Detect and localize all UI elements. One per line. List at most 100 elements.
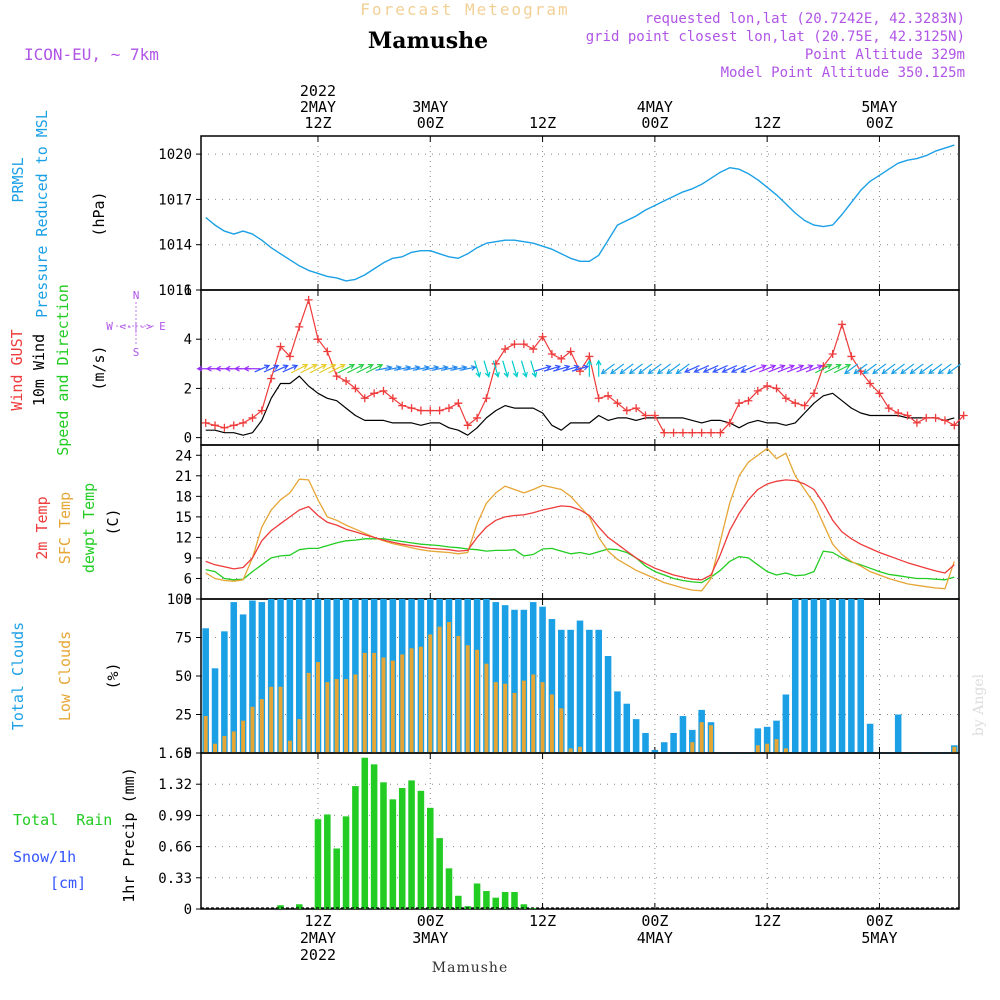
rain-bar: [445, 868, 453, 909]
wind-arrow: [730, 364, 747, 373]
total-cloud-bar: [773, 720, 780, 753]
clouds-titles: Total Clouds Low Clouds (%): [9, 622, 122, 730]
total-cloud-bar: [211, 668, 219, 753]
low-cloud-bar: [484, 663, 489, 753]
total-cloud-bar: [267, 599, 275, 753]
low-cloud-bar: [456, 635, 461, 753]
total-cloud-bar: [501, 605, 509, 753]
low-cloud-bar: [437, 626, 442, 753]
gust-marker: [491, 359, 500, 368]
gust-marker: [342, 377, 351, 386]
gust-marker: [379, 386, 388, 395]
model-point-altitude: Model Point Altitude 350.125m: [721, 65, 965, 81]
compass-west-east: W <-|-> E: [106, 320, 166, 333]
low-cloud-bar: [203, 716, 208, 753]
wind-arrow: [749, 364, 767, 373]
low-cloud-bar: [765, 743, 770, 753]
total-cloud-bar: [324, 599, 331, 753]
header: Forecast Meteogram Mamushe ICON-EU, ~ 7k…: [24, 0, 965, 81]
gust-marker: [257, 406, 266, 415]
y-tick-label: 1.32: [158, 777, 192, 793]
compass-cross: [116, 302, 156, 346]
total-cloud-bar: [623, 703, 631, 753]
gust-marker: [809, 389, 818, 398]
total-cloud-bar: [202, 628, 209, 753]
footer-location: Mamushe: [432, 960, 508, 976]
wind-arrow: [872, 363, 887, 375]
total-cloud-bar: [567, 629, 574, 753]
low-cloud-bar: [503, 683, 508, 753]
gust-marker: [501, 345, 510, 354]
low-cloud-bar: [540, 682, 545, 753]
wind-arrow: [758, 364, 777, 373]
low-cloud-bar: [222, 736, 227, 753]
low-cloud-bar: [353, 674, 358, 753]
wind-arrow: [862, 363, 877, 375]
wind-arrow: [740, 364, 756, 373]
wind-arrow: [918, 363, 934, 375]
gust-marker: [622, 406, 631, 415]
gust-marker: [940, 416, 949, 425]
y-tick-label: 50: [175, 669, 192, 685]
wind-arrow: [347, 363, 365, 374]
total-cloud-bar: [548, 619, 556, 753]
wind-arrow: [619, 363, 634, 375]
subtitle: Forecast Meteogram: [360, 0, 569, 19]
bottom-time-label: 00Z: [866, 912, 893, 930]
wind-arrow: [562, 364, 580, 372]
bottom-time-label: 12Z: [529, 912, 556, 930]
total-cloud-bar: [651, 749, 659, 753]
total-cloud-bar: [689, 729, 696, 753]
wind-arrow: [337, 363, 356, 374]
wind-title-10m: 10m Wind: [30, 334, 48, 406]
wind-arrow: [890, 363, 905, 375]
rain-bar: [473, 883, 481, 909]
total-cloud-bar: [866, 723, 874, 753]
total-cloud-bar: [604, 655, 612, 753]
bottom-time-label: 3MAY: [412, 929, 448, 947]
total-cloud-bar: [791, 599, 799, 753]
rain-bar: [370, 764, 378, 909]
top-time-label: 12Z: [529, 114, 556, 132]
gust-marker: [697, 428, 706, 437]
total-cloud-bar: [670, 732, 677, 753]
total-cloud-bar: [342, 599, 350, 753]
rain-bar: [324, 814, 331, 909]
wind-arrow: [946, 363, 962, 375]
gust-marker: [229, 421, 238, 430]
precip-panel: 0 0.33 0.66 0.99 1.32 1.65: [158, 746, 960, 918]
rain-bar: [408, 780, 415, 909]
top-time-label: 5MAY: [861, 98, 897, 116]
total-cloud-bar: [576, 620, 584, 753]
gust-marker: [388, 394, 397, 403]
gust-marker: [538, 332, 547, 341]
wind-arrow: [282, 364, 299, 373]
temp-title-dewpt: dewpt Temp: [80, 483, 98, 573]
gust-marker: [903, 411, 912, 420]
low-cloud-bar: [783, 748, 788, 753]
gust-marker: [707, 428, 716, 437]
wind-panel: 0 2 4 6: [116, 283, 968, 447]
dewpt-line: [205, 538, 955, 584]
rain-bar: [314, 819, 322, 909]
point-altitude: Point Altitude 329m: [805, 47, 965, 63]
panel-frame: [200, 135, 960, 291]
temperature-panel: 3 6 9 12 15 18 21 24: [175, 444, 960, 608]
gust-marker: [407, 404, 416, 413]
gust-marker: [276, 342, 285, 351]
top-time-label: 4MAY: [637, 98, 673, 116]
low-cloud-bar: [493, 682, 498, 753]
model-name: ICON-EU, ~ 7km: [24, 45, 159, 64]
rain-bar: [511, 891, 518, 909]
location-title: Mamushe: [368, 28, 488, 54]
wind-arrow: [600, 363, 615, 375]
rain-bar: [417, 790, 425, 909]
low-cloud-bar: [344, 679, 349, 753]
gust-marker: [594, 394, 603, 403]
wind-arrow: [319, 363, 337, 374]
y-tick-label: 12: [175, 530, 192, 546]
y-tick-label: 1014: [158, 238, 192, 254]
wind-arrow: [254, 364, 271, 373]
wind-arrow: [900, 363, 915, 375]
low-cloud-bar: [418, 646, 423, 753]
